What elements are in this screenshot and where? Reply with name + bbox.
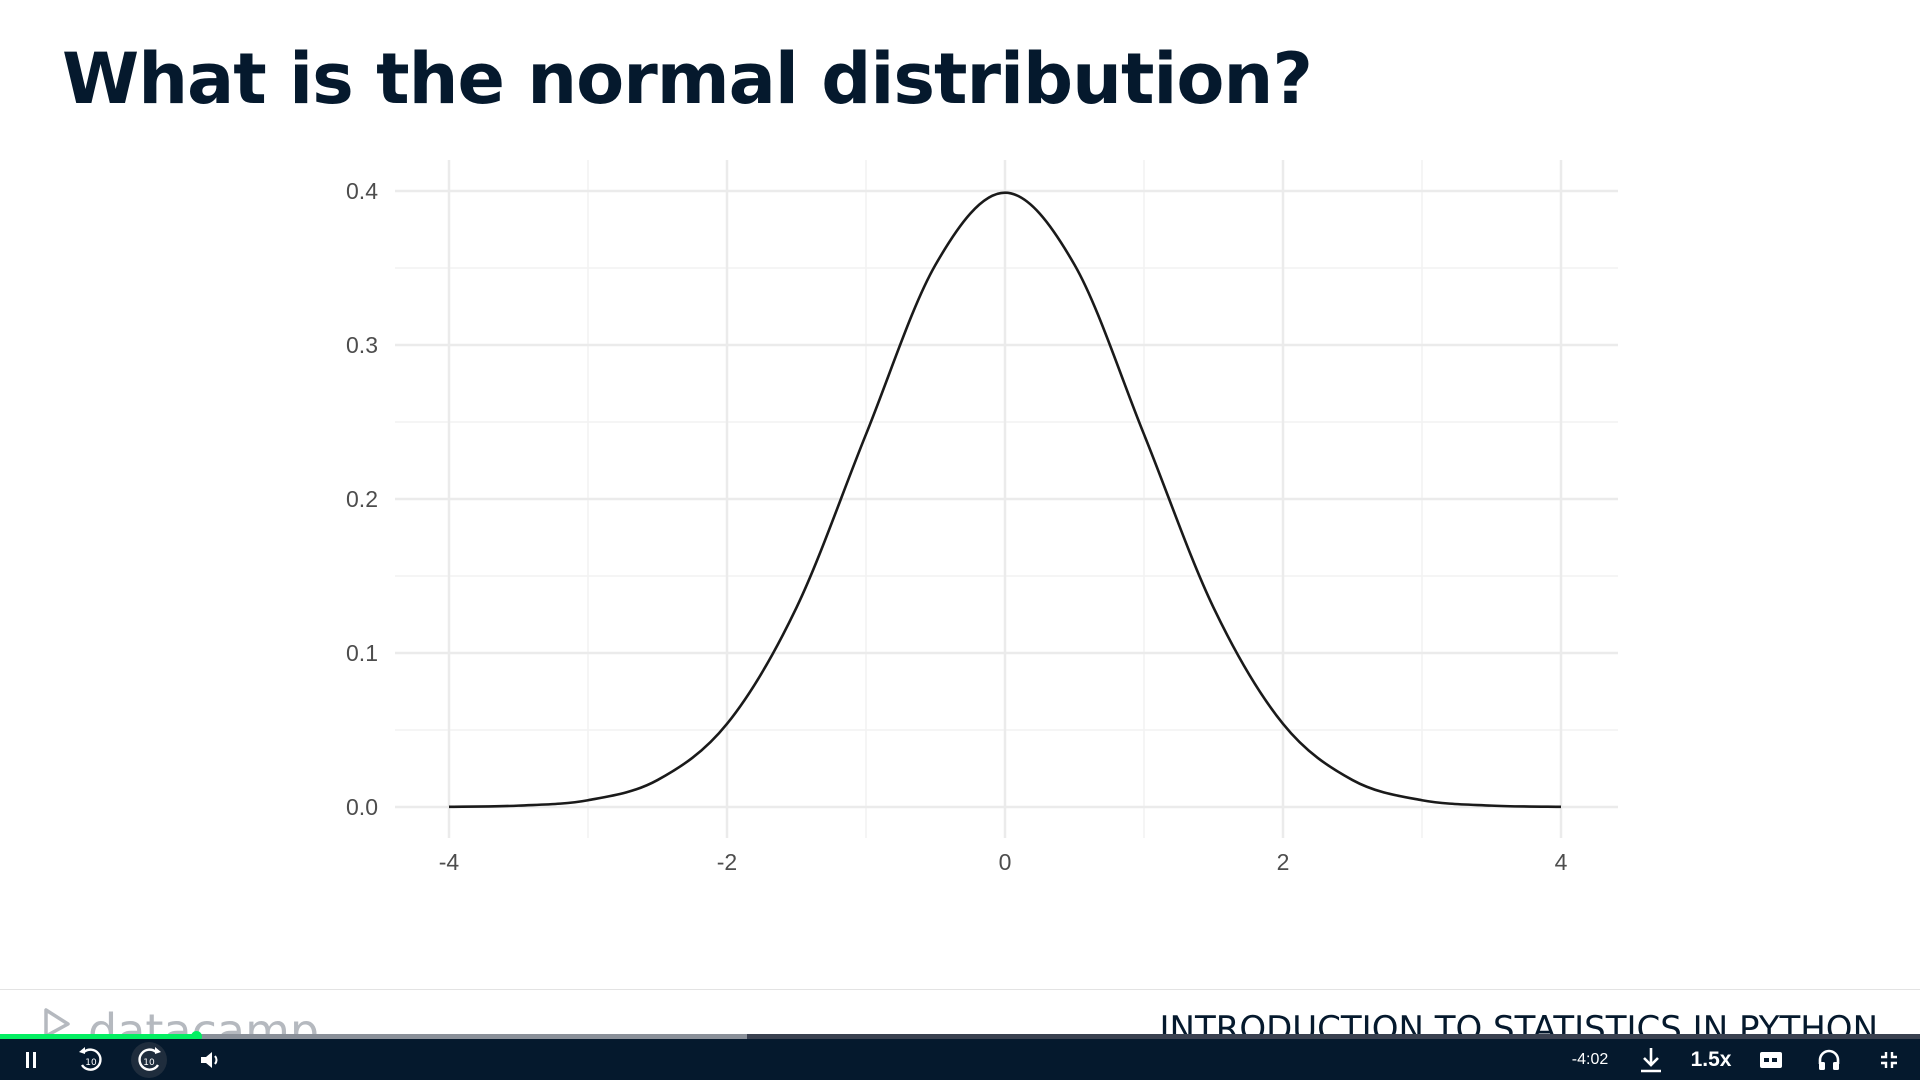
y-tick-label: 0.1: [346, 640, 378, 666]
x-tick-label: -4: [439, 849, 460, 875]
volume-icon: [201, 1051, 218, 1068]
exit-fullscreen-icon: [1881, 1051, 1897, 1068]
y-tick-label: 0.0: [346, 794, 378, 820]
volume-button[interactable]: [194, 1039, 228, 1080]
download-button[interactable]: [1634, 1039, 1668, 1080]
pause-button[interactable]: [14, 1039, 48, 1080]
captions-icon: [1760, 1051, 1782, 1068]
video-control-bar: 10 10 -4:02 1.5x: [0, 1039, 1920, 1080]
datacamp-logo-mark: [44, 1008, 70, 1036]
progress-scrubber-handle[interactable]: [190, 1031, 202, 1042]
x-tick-label: 2: [1277, 849, 1290, 875]
datacamp-logo: datacamp: [42, 1006, 319, 1036]
rewind-button[interactable]: 10: [72, 1039, 110, 1080]
x-tick-label: 0: [999, 849, 1012, 875]
audio-button[interactable]: [1812, 1039, 1846, 1080]
rewind-10-icon: 10: [79, 1046, 102, 1071]
x-tick-label: 4: [1555, 849, 1568, 875]
exit-fullscreen-button[interactable]: [1872, 1039, 1906, 1080]
slide-title: What is the normal distribution?: [62, 38, 1313, 120]
playback-speed-button[interactable]: 1.5x: [1690, 1047, 1732, 1071]
svg-text:10: 10: [143, 1058, 155, 1068]
captions-button[interactable]: [1754, 1039, 1788, 1080]
x-tick-label: -2: [717, 849, 737, 875]
y-tick-label: 0.3: [346, 332, 378, 358]
svg-text:10: 10: [85, 1058, 97, 1068]
slide-footer: datacamp INTRODUCTION TO STATISTICS IN P…: [0, 990, 1920, 1036]
progress-played: [0, 1034, 196, 1039]
course-title: INTRODUCTION TO STATISTICS IN PYTHON: [1159, 1009, 1878, 1036]
video-progress-bar[interactable]: [0, 1031, 1920, 1042]
progress-buffered: [0, 1034, 747, 1039]
time-remaining: -4:02: [1571, 1050, 1609, 1068]
density-curve: [448, 191, 1562, 809]
logo-wordmark: datacamp: [88, 1004, 320, 1036]
footer-divider: [0, 989, 1920, 990]
pause-icon: [26, 1051, 36, 1068]
download-icon: [1641, 1047, 1661, 1072]
normal-distribution-chart: -4 -2 0 2 4 0.0 0.1 0.2 0.3 0.4: [346, 160, 1618, 875]
forward-button[interactable]: 10: [130, 1039, 168, 1080]
y-tick-label: 0.4: [346, 178, 378, 204]
headphones-icon: [1818, 1049, 1840, 1070]
y-tick-label: 0.2: [346, 486, 378, 512]
forward-10-icon: 10: [138, 1046, 161, 1071]
